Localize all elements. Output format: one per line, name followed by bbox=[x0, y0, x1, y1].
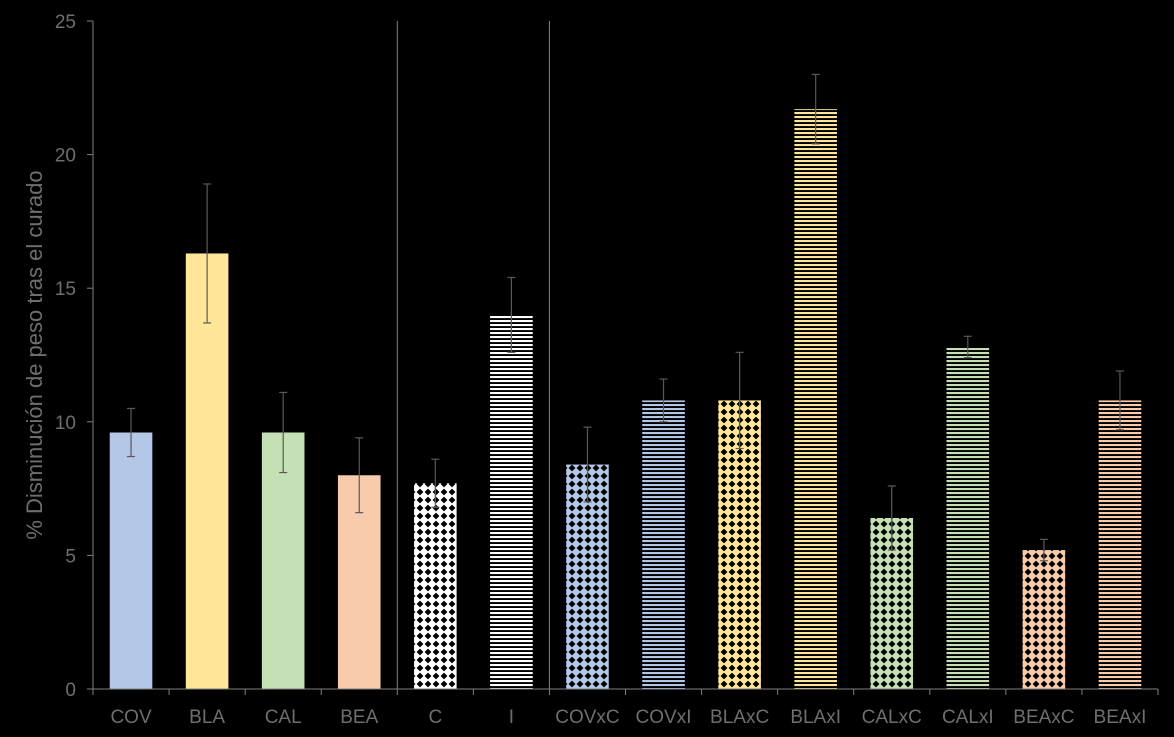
bars-group bbox=[109, 109, 1142, 690]
error-bar-i bbox=[507, 276, 516, 353]
x-tick-label: CALxI bbox=[942, 707, 994, 728]
error-bar-beaxc bbox=[1039, 538, 1048, 562]
x-tick-label: COVxI bbox=[636, 707, 692, 728]
bar-i bbox=[490, 314, 533, 689]
bar-bla bbox=[185, 253, 229, 690]
bar-calxi bbox=[946, 346, 990, 689]
error-bar-bla bbox=[203, 183, 212, 324]
bar-c bbox=[414, 483, 457, 689]
x-tick-label: BLA bbox=[189, 707, 225, 728]
error-bar-c bbox=[431, 458, 440, 508]
x-tick-label: BEAxI bbox=[1094, 707, 1147, 728]
axes-group bbox=[87, 20, 1159, 695]
y-tick-label: 10 bbox=[55, 413, 76, 434]
error-bar-covxi bbox=[659, 378, 668, 423]
x-tick-labels: COV BLA CAL BEA C I COVxC COVxI BLAxC BLAxI CALxC C… bbox=[110, 707, 1146, 728]
x-tick-label: BEA bbox=[340, 707, 378, 728]
x-tick-label: BLAxC bbox=[710, 707, 769, 728]
x-tick-label: BLAxI bbox=[790, 707, 841, 728]
y-tick-label: 0 bbox=[65, 680, 76, 701]
error-bar-blaxi bbox=[811, 73, 820, 145]
x-tick-label: I bbox=[509, 707, 514, 728]
y-tick-label: 15 bbox=[55, 279, 76, 300]
error-bar-blaxc bbox=[735, 351, 744, 450]
y-tick-labels: 0 5 10 15 20 25 bbox=[55, 12, 76, 701]
error-bar-bea bbox=[355, 437, 364, 514]
error-bar-calxc bbox=[887, 485, 896, 551]
x-tick-label: CAL bbox=[265, 707, 302, 728]
x-tick-label: CALxC bbox=[862, 707, 922, 728]
error-bar-cal bbox=[279, 391, 288, 474]
x-tick-label: COVxC bbox=[555, 707, 619, 728]
x-tick-label: BEAxC bbox=[1013, 707, 1074, 728]
bar-blaxi bbox=[794, 109, 837, 689]
x-tick-label: C bbox=[428, 707, 442, 728]
y-tick-label: 20 bbox=[55, 146, 76, 167]
bar-beaxi bbox=[1098, 400, 1142, 689]
error-bar-cov bbox=[127, 407, 136, 458]
error-bar-calxi bbox=[963, 335, 972, 359]
error-bar-beaxi bbox=[1115, 370, 1124, 431]
y-tick-label: 25 bbox=[55, 12, 76, 33]
bar-cal bbox=[261, 432, 305, 689]
group-separators bbox=[396, 21, 550, 689]
x-tick-label: COV bbox=[110, 707, 152, 728]
error-bar-covxc bbox=[583, 426, 592, 503]
bar-beaxc bbox=[1022, 550, 1066, 689]
error-bars-group bbox=[127, 73, 1124, 562]
bar-cov bbox=[109, 432, 153, 689]
bar-covxi bbox=[642, 400, 685, 689]
y-tick-label: 5 bbox=[65, 546, 76, 567]
y-axis-title: % Disminución de peso tras el curado bbox=[22, 170, 47, 539]
